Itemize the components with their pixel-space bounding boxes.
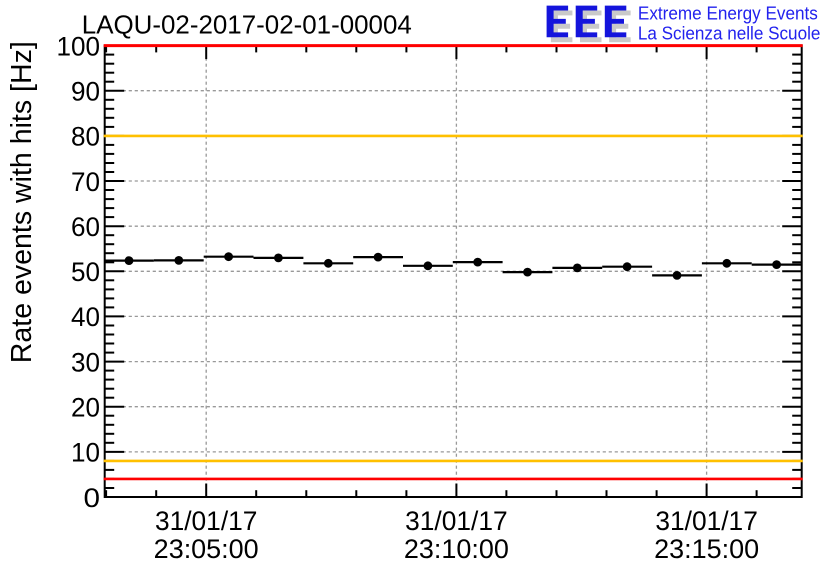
svg-text:31/01/17: 31/01/17 [655, 506, 758, 536]
svg-text:0: 0 [84, 483, 101, 513]
svg-text:31/01/17: 31/01/17 [155, 506, 258, 536]
svg-text:La Scienza nelle Scuole: La Scienza nelle Scuole [638, 23, 821, 43]
svg-text:40: 40 [71, 302, 100, 332]
svg-text:Extreme Energy Events: Extreme Energy Events [638, 4, 818, 24]
svg-text:Rate events with hits [Hz]: Rate events with hits [Hz] [6, 41, 38, 363]
svg-text:100: 100 [57, 31, 101, 61]
svg-text:23:10:00: 23:10:00 [404, 534, 509, 564]
svg-text:70: 70 [71, 167, 100, 197]
svg-text:23:15:00: 23:15:00 [654, 534, 759, 564]
svg-text:60: 60 [71, 212, 100, 242]
svg-text:30: 30 [71, 347, 100, 377]
svg-text:50: 50 [71, 257, 100, 287]
svg-text:10: 10 [71, 438, 100, 468]
svg-text:90: 90 [71, 77, 100, 107]
svg-text:23:05:00: 23:05:00 [154, 534, 259, 564]
svg-text:31/01/17: 31/01/17 [405, 506, 508, 536]
svg-text:20: 20 [71, 393, 100, 423]
svg-text:80: 80 [71, 122, 100, 152]
svg-text:LAQU-02-2017-02-01-00004: LAQU-02-2017-02-01-00004 [82, 12, 412, 40]
